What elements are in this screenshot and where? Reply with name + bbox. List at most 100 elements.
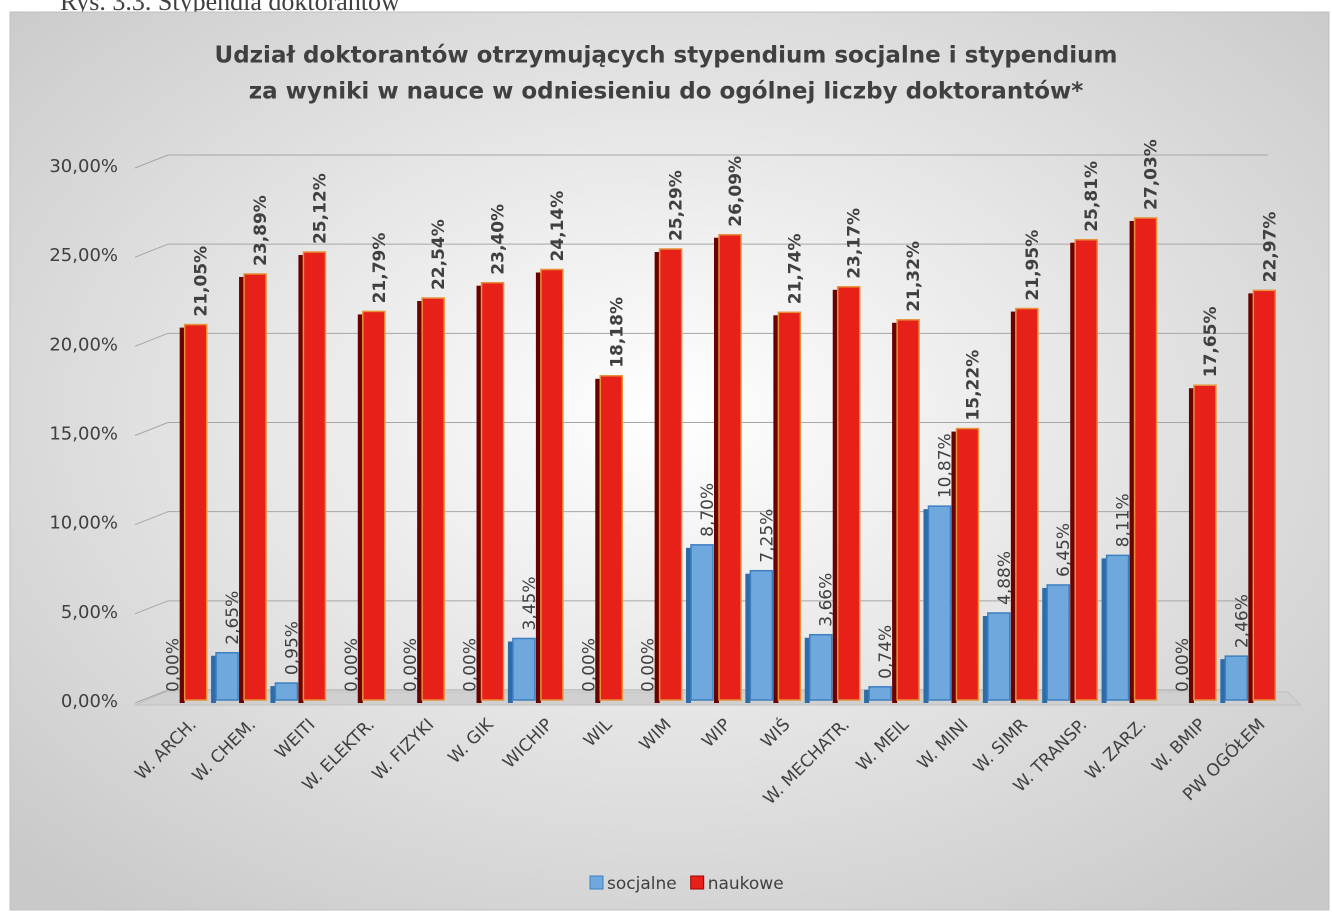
data-label: 0,00% [579, 638, 599, 692]
bar-side [654, 251, 660, 703]
data-label: 23,17% [845, 208, 865, 279]
data-label: 25,81% [1082, 161, 1102, 232]
bar [274, 682, 299, 701]
bar-side [892, 322, 898, 703]
bar-side [1220, 659, 1226, 703]
data-label: 15,22% [963, 350, 983, 421]
data-label: 21,05% [192, 246, 212, 317]
data-label: 25,12% [310, 173, 330, 244]
bar-side [1248, 293, 1254, 703]
data-label: 26,09% [726, 156, 746, 227]
bar [183, 323, 208, 701]
y-tick-label: 5,00% [61, 602, 118, 623]
y-tick-label: 15,00% [49, 424, 118, 445]
data-label: 8,11% [1114, 493, 1134, 547]
bar [599, 375, 624, 701]
legend-label: socjalne [607, 874, 677, 894]
data-label: 0,00% [461, 638, 481, 692]
bar [1105, 554, 1130, 701]
bar-side [179, 327, 185, 703]
data-label: 0,00% [1173, 638, 1193, 692]
bar [927, 505, 952, 701]
bar-side [804, 637, 810, 703]
data-label: 0,00% [401, 638, 421, 692]
y-tick-label: 30,00% [49, 156, 118, 177]
data-label: 8,70% [698, 483, 718, 537]
bar [1046, 584, 1070, 701]
data-label: 18,18% [607, 297, 627, 368]
bar [1133, 217, 1158, 701]
data-label: 22,97% [1260, 212, 1280, 283]
bar-side [982, 615, 988, 703]
data-label: 2,65% [223, 591, 243, 645]
bar [1193, 384, 1217, 701]
data-label: 4,88% [995, 551, 1015, 605]
data-label: 7,25% [757, 509, 777, 563]
y-tick-label: 25,00% [49, 245, 118, 266]
data-label: 17,65% [1201, 306, 1221, 377]
bar-side [357, 314, 363, 703]
data-label: 6,45% [1054, 523, 1074, 577]
bar [1252, 289, 1277, 701]
bar [658, 248, 683, 701]
data-label: 3,66% [817, 573, 837, 627]
data-label: 0,00% [639, 638, 659, 692]
bar [421, 297, 445, 701]
bar [512, 637, 536, 701]
bar [777, 311, 802, 701]
bar-side [211, 655, 217, 703]
legend-swatch [690, 875, 705, 890]
data-label: 25,29% [667, 170, 687, 241]
bar-side [864, 689, 870, 703]
data-label: 0,74% [876, 625, 896, 679]
bar-side [476, 285, 482, 703]
data-label: 10,87% [935, 433, 955, 498]
data-label: 27,03% [1142, 139, 1162, 210]
bar-side [773, 315, 779, 703]
data-label: 22,54% [429, 219, 449, 290]
grid-line [134, 422, 169, 436]
grid-line [134, 154, 169, 169]
data-label: 24,14% [548, 191, 568, 262]
data-label: 21,74% [785, 233, 805, 304]
bar [480, 281, 505, 701]
bar-side [714, 237, 719, 703]
grid-line [134, 689, 169, 704]
legend-swatch [589, 875, 604, 890]
bar [243, 273, 267, 701]
data-label: 0,00% [164, 638, 184, 692]
bar-side [535, 272, 541, 703]
y-tick-label: 0,00% [61, 691, 118, 712]
bar-side [1070, 242, 1076, 703]
bar [1015, 307, 1039, 701]
bar-side [923, 509, 929, 703]
data-label: 21,79% [370, 233, 390, 304]
bar-side [951, 431, 957, 703]
bar [808, 633, 833, 701]
bar-side [832, 289, 838, 703]
bar [540, 268, 564, 701]
bar-side [745, 573, 751, 703]
bar-side [270, 686, 276, 703]
data-label: 2,46% [1232, 594, 1252, 648]
bar [896, 319, 920, 701]
bar-side [507, 641, 513, 703]
bar-side [1042, 587, 1048, 703]
bar-side [1101, 558, 1107, 703]
bar [1074, 238, 1098, 701]
bar-side [686, 547, 691, 703]
bar-side [417, 301, 423, 703]
y-tick-label: 20,00% [49, 334, 118, 355]
legend-label: naukowe [708, 874, 784, 894]
bar [215, 651, 239, 701]
bar [868, 686, 892, 701]
chart-title: za wyniki w nauce w odniesieniu do ogóln… [249, 79, 1084, 105]
y-tick-label: 10,00% [49, 513, 118, 534]
data-label: 21,32% [904, 241, 924, 312]
grid-line [134, 600, 169, 615]
data-label: 23,40% [489, 204, 509, 275]
data-label: 3,45% [520, 576, 540, 630]
bar-side [1129, 220, 1135, 703]
